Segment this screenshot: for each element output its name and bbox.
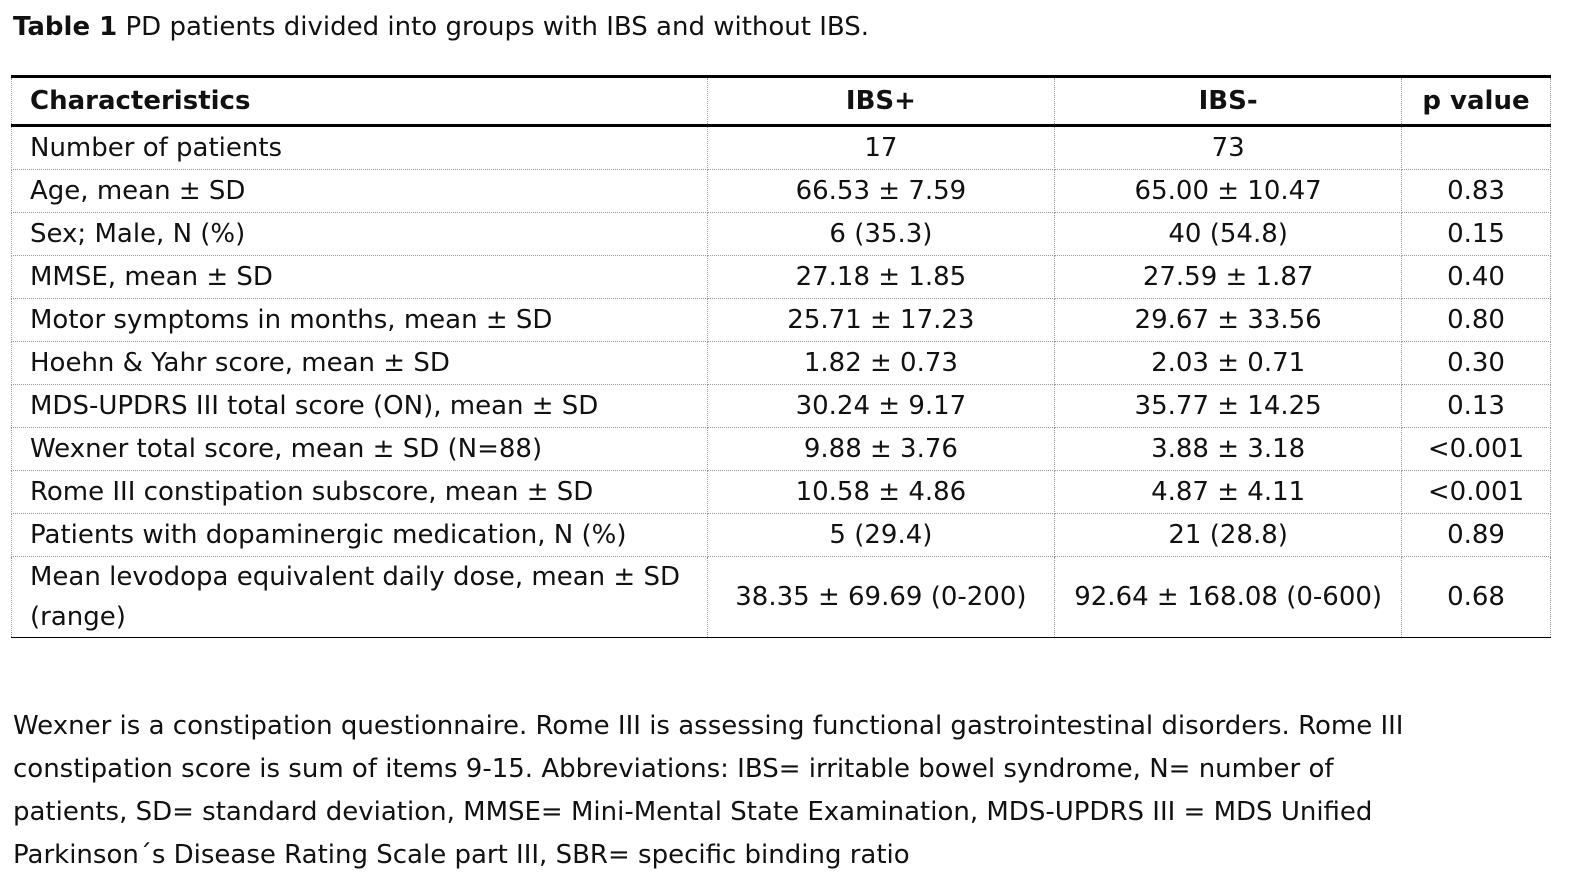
p-value-cell: <0.001 bbox=[1401, 470, 1551, 514]
characteristic-cell: Patients with dopaminergic medication, N… bbox=[11, 513, 708, 557]
ibs-minus-cell: 65.00 ± 10.47 bbox=[1054, 169, 1403, 213]
characteristic-cell: Motor symptoms in months, mean ± SD bbox=[11, 298, 708, 342]
table-caption: Table 1 PD patients divided into groups … bbox=[13, 12, 869, 42]
table-row: Rome III constipation subscore, mean ± S… bbox=[11, 470, 1551, 514]
table-row: Wexner total score, mean ± SD (N=88) 9.88… bbox=[11, 427, 1551, 471]
table-row: Number of patients 17 73 bbox=[11, 125, 1551, 170]
table-row: Sex; Male, N (%) 6 (35.3) 40 (54.8) 0.15 bbox=[11, 212, 1551, 256]
ibs-plus-cell: 30.24 ± 9.17 bbox=[706, 384, 1056, 428]
p-value-cell: 0.89 bbox=[1401, 513, 1551, 557]
footnote: Wexner is a constipation questionnaire. … bbox=[13, 711, 1404, 870]
characteristic-cell: Wexner total score, mean ± SD (N=88) bbox=[11, 427, 708, 471]
table-row: Motor symptoms in months, mean ± SD 25.71… bbox=[11, 298, 1551, 342]
p-value-cell: 0.80 bbox=[1401, 298, 1551, 342]
ibs-plus-cell: 27.18 ± 1.85 bbox=[706, 255, 1056, 299]
ibs-minus-cell: 40 (54.8) bbox=[1054, 212, 1403, 256]
ibs-minus-cell: 73 bbox=[1054, 125, 1403, 170]
p-value-cell: 0.13 bbox=[1401, 384, 1551, 428]
ibs-minus-cell: 21 (28.8) bbox=[1054, 513, 1403, 557]
header-p-value: p value bbox=[1401, 76, 1551, 127]
header-ibs-plus: IBS+ bbox=[706, 76, 1056, 127]
ibs-minus-cell: 4.87 ± 4.11 bbox=[1054, 470, 1403, 514]
ibs-minus-cell: 29.67 ± 33.56 bbox=[1054, 298, 1403, 342]
characteristic-cell: Rome III constipation subscore, mean ± S… bbox=[11, 470, 708, 514]
ibs-plus-cell: 10.58 ± 4.86 bbox=[706, 470, 1056, 514]
table-row: Age, mean ± SD 66.53 ± 7.59 65.00 ± 10.47 0… bbox=[11, 169, 1551, 213]
p-value-cell: <0.001 bbox=[1401, 427, 1551, 471]
ibs-plus-cell: 9.88 ± 3.76 bbox=[706, 427, 1056, 471]
table-row: Mean levodopa equivalent daily dose, mea… bbox=[11, 556, 1551, 638]
characteristic-cell: Number of patients bbox=[11, 125, 708, 170]
table-row: Patients with dopaminergic medication, N… bbox=[11, 513, 1551, 557]
p-value-cell: 0.30 bbox=[1401, 341, 1551, 385]
table-body: Number of patients 17 73 Age, mean ± SD 66.5… bbox=[11, 125, 1551, 638]
ibs-minus-cell: 2.03 ± 0.71 bbox=[1054, 341, 1403, 385]
header-ibs-minus: IBS- bbox=[1054, 76, 1403, 127]
p-value-cell: 0.15 bbox=[1401, 212, 1551, 256]
ibs-plus-cell: 5 (29.4) bbox=[706, 513, 1056, 557]
characteristic-cell: Hoehn & Yahr score, mean ± SD bbox=[11, 341, 708, 385]
header-characteristics: Characteristics bbox=[11, 76, 708, 127]
ibs-minus-cell: 92.64 ± 168.08 (0-600) bbox=[1054, 556, 1403, 638]
ibs-plus-cell: 1.82 ± 0.73 bbox=[706, 341, 1056, 385]
p-value-cell: 0.40 bbox=[1401, 255, 1551, 299]
ibs-minus-cell: 3.88 ± 3.18 bbox=[1054, 427, 1403, 471]
ibs-plus-cell: 66.53 ± 7.59 bbox=[706, 169, 1056, 213]
ibs-plus-cell: 38.35 ± 69.69 (0-200) bbox=[706, 556, 1056, 638]
table-row: MDS-UPDRS III total score (ON), mean ± S… bbox=[11, 384, 1551, 428]
table-row: Hoehn & Yahr score, mean ± SD 1.82 ± 0.73… bbox=[11, 341, 1551, 385]
characteristic-cell: Age, mean ± SD bbox=[11, 169, 708, 213]
p-value-cell bbox=[1401, 125, 1551, 170]
characteristic-cell: Sex; Male, N (%) bbox=[11, 212, 708, 256]
characteristic-cell: MMSE, mean ± SD bbox=[11, 255, 708, 299]
characteristic-cell: Mean levodopa equivalent daily dose, mea… bbox=[11, 556, 708, 638]
characteristic-cell: MDS-UPDRS III total score (ON), mean ± S… bbox=[11, 384, 708, 428]
caption-text: PD patients divided into groups with IBS… bbox=[117, 12, 870, 42]
ibs-minus-cell: 35.77 ± 14.25 bbox=[1054, 384, 1403, 428]
p-value-cell: 0.68 bbox=[1401, 556, 1551, 638]
ibs-minus-cell: 27.59 ± 1.87 bbox=[1054, 255, 1403, 299]
header-row: Characteristics IBS+ IBS- p value bbox=[11, 76, 1551, 127]
ibs-plus-cell: 17 bbox=[706, 125, 1056, 170]
ibs-plus-cell: 25.71 ± 17.23 bbox=[706, 298, 1056, 342]
caption-label: Table 1 bbox=[13, 12, 118, 42]
data-table: Characteristics IBS+ IBS- p value Number… bbox=[11, 75, 1551, 638]
p-value-cell: 0.83 bbox=[1401, 169, 1551, 213]
table-row: MMSE, mean ± SD 27.18 ± 1.85 27.59 ± 1.87 0… bbox=[11, 255, 1551, 299]
ibs-plus-cell: 6 (35.3) bbox=[706, 212, 1056, 256]
